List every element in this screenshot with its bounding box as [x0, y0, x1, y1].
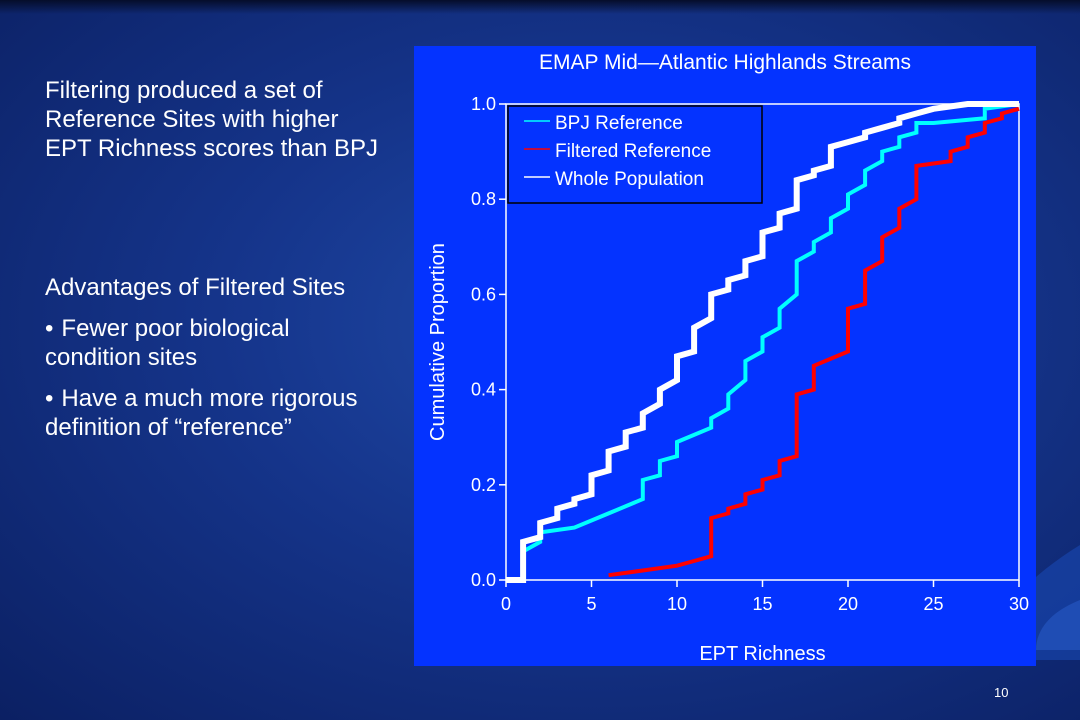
series-line-whole-population: [506, 101, 1019, 583]
advantages-heading: Advantages of Filtered Sites: [45, 274, 346, 301]
x-tick-label: 25: [923, 594, 943, 614]
legend-label-filtered-reference: Filtered Reference: [555, 141, 711, 162]
top-shadow-bar: [0, 0, 1080, 14]
chart-legend: BPJ Reference Filtered Reference Whole Pop…: [507, 105, 763, 204]
series-line-filtered-reference: [608, 106, 1020, 578]
slide-number: 10: [994, 685, 1009, 700]
legend-label-bpj-reference: BPJ Reference: [555, 113, 683, 134]
x-axis-label: EPT Richness: [699, 643, 825, 665]
series-line-bpj-reference: [506, 102, 1020, 582]
bullet-item-2: • Have a much more rigorous definition of…: [45, 384, 390, 442]
legend-box: [507, 105, 763, 204]
chart-title: EMAP Mid—Atlantic Highlands Streams: [539, 51, 911, 74]
y-tick-label: 0.4: [471, 380, 496, 400]
x-tick-label: 0: [501, 594, 511, 614]
bullet-text: Fewer poor biological condition sites: [45, 315, 290, 371]
y-axis-label: Cumulative Proportion: [427, 243, 449, 441]
y-tick-label: 0.6: [471, 284, 496, 304]
bullet-marker: •: [45, 385, 54, 412]
x-tick-label: 20: [838, 594, 858, 614]
legend-label-whole-population: Whole Population: [555, 169, 704, 190]
x-tick-label: 10: [667, 594, 687, 614]
chart-panel: EMAP Mid—Atlantic Highlands Streams 0 5 10…: [414, 46, 1036, 666]
series-group: [506, 101, 1020, 583]
y-tick-label: 0.8: [471, 189, 496, 209]
y-tick-label: 0.2: [471, 475, 496, 495]
cdf-chart: EMAP Mid—Atlantic Highlands Streams 0 5 10…: [427, 51, 1029, 665]
bullet-text: Have a much more rigorous definition of …: [45, 385, 358, 441]
text-panel: Filtering produced a set of Reference Si…: [45, 76, 390, 454]
axis-ticks: 0 5 10 15 20 25 30 0.0 0.2 0.4 0.6 0.8 1.0: [471, 94, 1029, 614]
x-tick-label: 30: [1009, 594, 1029, 614]
swoosh-shape-lower: [1036, 600, 1080, 650]
x-tick-label: 5: [586, 594, 596, 614]
y-tick-label: 1.0: [471, 94, 496, 114]
bullet-item-1: • Fewer poor biological condition sites: [45, 314, 390, 372]
bullet-marker: •: [45, 315, 54, 342]
x-tick-label: 15: [752, 594, 772, 614]
intro-paragraph: Filtering produced a set of Reference Si…: [45, 77, 379, 162]
y-tick-label: 0.0: [471, 570, 496, 590]
